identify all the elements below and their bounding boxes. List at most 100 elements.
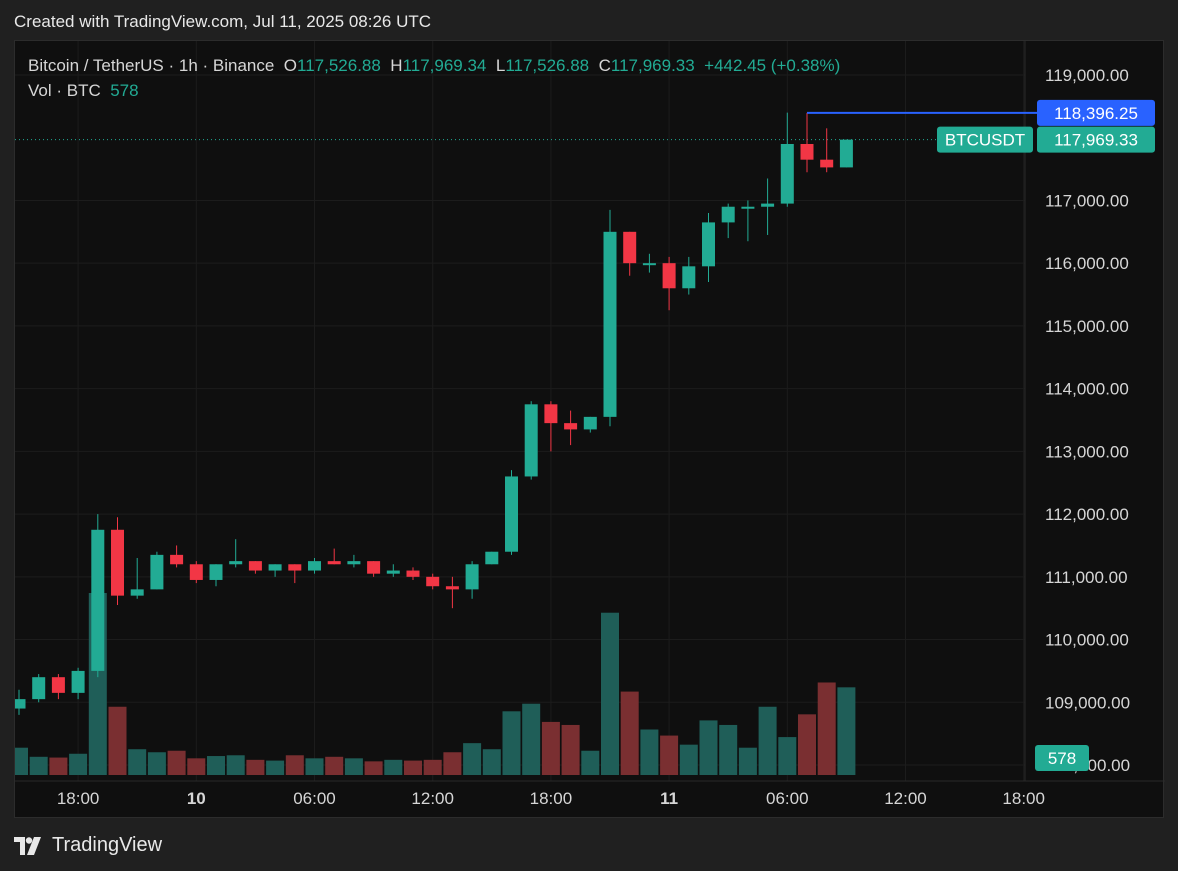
candle-body[interactable] — [583, 416, 597, 430]
volume-bar — [15, 747, 28, 775]
price-tick-label: 117,000.00 — [1045, 191, 1129, 210]
volume-bar — [620, 691, 639, 775]
volume-bar — [384, 759, 403, 775]
last-price-badge-label: 117,969.33 — [1054, 131, 1138, 150]
candle-body[interactable] — [721, 206, 735, 223]
price-tick-label: 109,000.00 — [1045, 693, 1130, 712]
candle-body[interactable] — [485, 551, 499, 565]
candle-body[interactable] — [71, 670, 85, 693]
volume-bar — [207, 756, 225, 775]
candle-body[interactable] — [761, 203, 775, 207]
symbol-badge-label: BTCUSDT — [945, 131, 1025, 150]
volume-label[interactable]: Vol · BTC — [28, 81, 101, 100]
symbol-badge[interactable] — [937, 126, 1033, 153]
volume-bar — [108, 706, 127, 775]
volume-bar — [305, 758, 324, 775]
candle-body[interactable] — [150, 554, 164, 590]
high-price-badge-label: 118,396.25 — [1054, 104, 1138, 123]
volume-legend: Vol · BTC 578 — [28, 81, 139, 101]
candle-body[interactable] — [426, 576, 440, 587]
volume-bar — [344, 758, 363, 775]
volume-bar — [640, 729, 659, 775]
volume-bar — [285, 755, 304, 775]
volume-bar — [601, 612, 619, 775]
price-tick-label: 110,000.00 — [1045, 631, 1129, 650]
tradingview-logo-icon — [14, 836, 41, 855]
volume-bar — [167, 750, 186, 775]
volume-bar — [660, 735, 679, 775]
volume-bar — [226, 755, 245, 775]
candle-body[interactable] — [111, 529, 124, 596]
candle-body[interactable] — [524, 404, 538, 477]
symbol-label[interactable]: Bitcoin / TetherUS · 1h · Binance — [28, 56, 275, 75]
candlestick-chart[interactable]: 119,000.00 117,000.00 116,000.00 115,000.00… — [15, 41, 1165, 819]
volume-bar — [699, 720, 718, 775]
time-tick-label: 12:00 — [411, 789, 454, 808]
created-with-header: Created with TradingView.com, Jul 11, 20… — [14, 12, 432, 31]
volume-bar — [423, 759, 442, 775]
volume-bar — [69, 753, 88, 775]
close-label: C — [598, 56, 611, 75]
chart-pane[interactable]: 119,000.00 117,000.00 116,000.00 115,000.00… — [14, 40, 1165, 819]
candle-body[interactable] — [229, 561, 243, 565]
candle-body[interactable] — [800, 144, 814, 160]
time-tick-label: 11 — [660, 789, 678, 808]
candle-body[interactable] — [642, 263, 656, 266]
candle-body[interactable] — [445, 586, 459, 590]
candle-body[interactable] — [544, 404, 558, 424]
candle-body[interactable] — [662, 263, 676, 289]
candle-body[interactable] — [741, 206, 755, 209]
volume-bar — [147, 752, 166, 775]
candle-body[interactable] — [702, 222, 715, 267]
volume-value: 578 — [110, 81, 139, 100]
time-tick-label: 18:00 — [1002, 789, 1045, 808]
candle-body[interactable] — [32, 677, 46, 700]
candle-body[interactable] — [465, 564, 479, 590]
candle-body[interactable] — [170, 554, 184, 565]
close-value: 117,969.33 — [610, 56, 695, 75]
volume-bar — [778, 737, 797, 775]
volume-bar — [128, 749, 147, 775]
candle-body[interactable] — [603, 231, 617, 417]
candle-body[interactable] — [505, 476, 518, 552]
time-tick-label: 06:00 — [766, 789, 809, 808]
candle-body[interactable] — [780, 144, 794, 204]
volume-bar — [463, 743, 482, 775]
candle-body[interactable] — [91, 529, 105, 671]
volume-bar — [679, 744, 698, 775]
candle-body[interactable] — [820, 159, 834, 168]
candle-body[interactable] — [51, 677, 65, 693]
candle-body[interactable] — [367, 561, 381, 574]
candle-body[interactable] — [839, 139, 853, 168]
candle-body[interactable] — [288, 564, 302, 571]
candle-body[interactable] — [209, 564, 223, 580]
candle-body[interactable] — [268, 564, 282, 571]
time-tick-label: 12:00 — [884, 789, 927, 808]
volume-bar — [758, 706, 777, 775]
last-price-badge — [1037, 126, 1155, 153]
volume-bar — [738, 747, 757, 775]
candle-body[interactable] — [327, 561, 341, 565]
volume-bar — [29, 756, 48, 775]
volume-bar — [561, 724, 580, 775]
candle-body[interactable] — [406, 570, 420, 577]
candle-body[interactable] — [347, 561, 361, 565]
candle-body[interactable] — [130, 589, 144, 596]
low-value: 117,526.88 — [505, 56, 590, 75]
time-tick-label: 10 — [187, 789, 206, 808]
time-tick-label: 06:00 — [293, 789, 336, 808]
candle-body[interactable] — [15, 699, 26, 709]
tradingview-brand[interactable]: TradingView — [14, 834, 162, 857]
volume-bar — [817, 682, 836, 775]
candle-body[interactable] — [248, 561, 262, 571]
candle-body[interactable] — [623, 231, 637, 264]
candle-body[interactable] — [308, 561, 321, 571]
price-tick-label: 116,000.00 — [1045, 254, 1129, 273]
candle-body[interactable] — [386, 570, 400, 574]
high-value: 117,969.34 — [402, 56, 487, 75]
candle-body[interactable] — [682, 266, 696, 289]
candle-body[interactable] — [189, 564, 203, 580]
change-value: +442.45 (+0.38%) — [704, 56, 841, 75]
candle-body[interactable] — [564, 423, 578, 430]
volume-badge-label: 578 — [1048, 749, 1076, 768]
